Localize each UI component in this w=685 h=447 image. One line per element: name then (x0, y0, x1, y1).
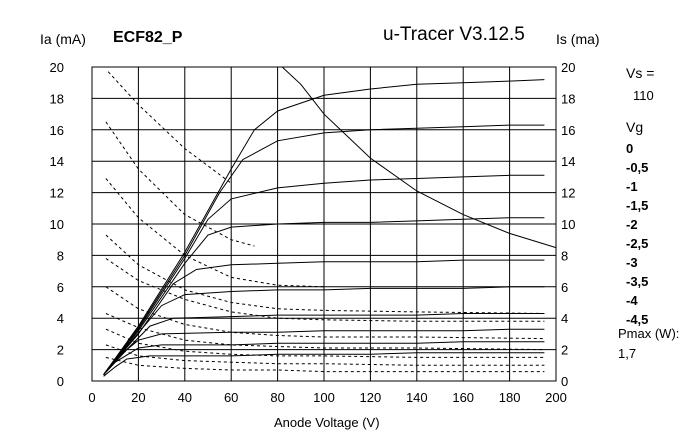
vs-value: 110 (633, 88, 654, 103)
pmax-value: 1,7 (618, 346, 637, 361)
anode-current-line (103, 352, 545, 377)
vg-legend-item: -3,5 (626, 274, 649, 289)
pmax-label: Pmax (W): (618, 326, 680, 341)
right-axis-ticks: 0 2 4 6 8 10 12 14 16 18 20 (561, 60, 575, 389)
screen-current-line (105, 356, 545, 373)
anode-current-line (103, 341, 545, 376)
y-tick-label: 4 (57, 311, 64, 326)
x-tick-label: 20 (131, 390, 145, 405)
right-axis-label: Is (ma) (556, 31, 600, 47)
y2-tick-label: 20 (561, 60, 575, 75)
anode-current-line (103, 313, 545, 376)
y-tick-label: 16 (50, 123, 64, 138)
vs-label: Vs = (626, 65, 655, 81)
chart-title: ECF82_P (113, 29, 183, 46)
anode-current-line (103, 259, 545, 376)
vg-legend-item: -2 (626, 217, 638, 232)
x-tick-label: 60 (224, 390, 238, 405)
y2-tick-label: 12 (561, 186, 575, 201)
y-tick-label: 2 (57, 343, 64, 358)
vg-legend-item: -3 (626, 255, 638, 270)
y2-tick-label: 6 (561, 280, 568, 295)
screen-current-line (105, 286, 545, 340)
screen-current-line (105, 121, 255, 247)
x-tick-label: 180 (499, 390, 521, 405)
x-tick-label: 160 (452, 390, 474, 405)
vg-legend-item: 0 (626, 141, 634, 156)
anode-current-line (103, 286, 545, 376)
screen-current-line (105, 258, 545, 322)
y2-tick-label: 18 (561, 91, 575, 106)
y-tick-label: 8 (57, 248, 64, 263)
left-axis-ticks: 0 2 4 6 8 10 12 14 16 18 20 (50, 60, 64, 389)
y2-tick-label: 10 (561, 217, 575, 232)
x-tick-label: 140 (406, 390, 428, 405)
vg-legend-item: -4,5 (626, 312, 649, 327)
y-tick-label: 10 (50, 217, 64, 232)
vg-label: Vg (626, 119, 644, 135)
y-tick-label: 6 (57, 280, 64, 295)
anode-current-curves (103, 79, 545, 377)
x-tick-label: 0 (88, 390, 95, 405)
pmax-curve-group (281, 66, 557, 249)
x-axis-ticks: 0 20 40 60 80 100 120 140 160 180 200 (88, 390, 566, 405)
anode-current-line (103, 217, 545, 376)
vg-legend-item: -2,5 (626, 236, 649, 251)
x-tick-label: 80 (270, 390, 284, 405)
y2-tick-label: 0 (561, 374, 568, 389)
vg-legend-item: -4 (626, 293, 638, 308)
screen-current-line (105, 234, 545, 314)
screen-current-curves (105, 71, 545, 373)
screen-current-line (107, 71, 232, 184)
y2-tick-label: 2 (561, 343, 568, 358)
y-tick-label: 14 (50, 154, 64, 169)
vg-legend-item: -1 (626, 179, 638, 194)
left-axis-label: Ia (mA) (40, 31, 86, 47)
vg-legend: 0 -0,5 -1 -1,5 -2 -2,5 -3 -3,5 -4 -4,5 (626, 141, 648, 331)
vg-legend-item: -0,5 (626, 160, 649, 175)
x-axis-label: Anode Voltage (V) (274, 415, 380, 430)
anode-current-line (103, 174, 545, 376)
y-tick-label: 18 (50, 91, 64, 106)
vg-legend-item: -1,5 (626, 198, 649, 213)
x-tick-label: 120 (360, 390, 382, 405)
y2-tick-label: 14 (561, 154, 575, 169)
anode-current-line (103, 124, 545, 375)
anode-current-line (103, 328, 545, 375)
y2-tick-label: 8 (561, 248, 568, 263)
y-tick-label: 0 (57, 374, 64, 389)
y2-tick-label: 4 (561, 311, 568, 326)
app-title: u-Tracer V3.12.5 (383, 24, 525, 45)
x-tick-label: 40 (178, 390, 192, 405)
screen-current-line (105, 178, 325, 288)
x-tick-label: 100 (313, 390, 335, 405)
y2-tick-label: 16 (561, 123, 575, 138)
y-tick-label: 12 (50, 186, 64, 201)
anode-current-line (103, 79, 545, 375)
pmax-curve (281, 66, 557, 249)
y-tick-label: 20 (50, 60, 64, 75)
x-tick-label: 200 (545, 390, 567, 405)
chart-grid (91, 66, 557, 382)
